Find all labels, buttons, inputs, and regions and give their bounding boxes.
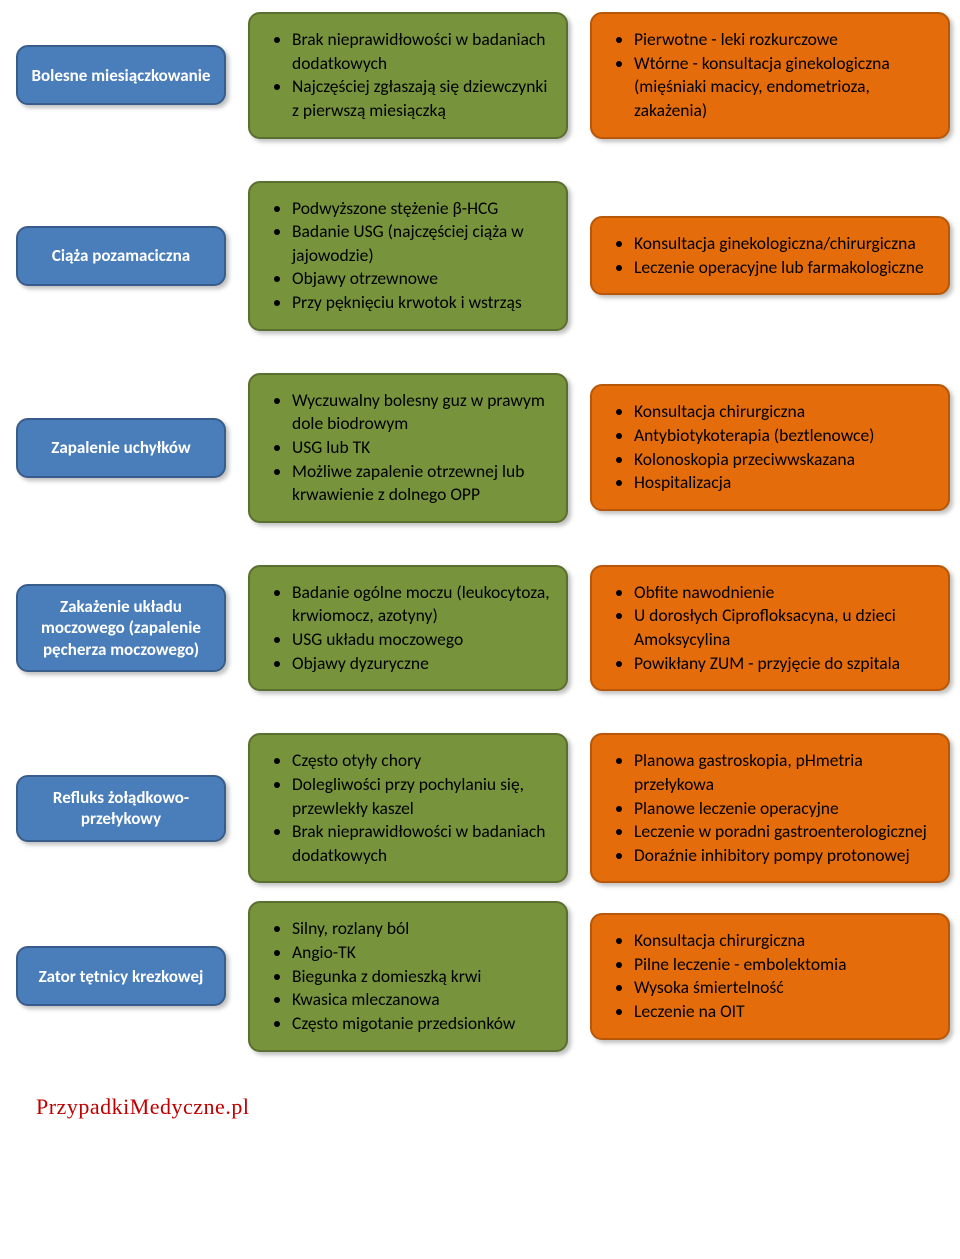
condition-title-box: Zator tętnicy krezkowej [16,946,226,1006]
list-item: Planowe leczenie operacyjne [634,797,934,821]
list-item: Najczęściej zgłaszają się dziewczynki z … [292,75,552,122]
list-item: USG układu moczowego [292,628,552,652]
treatment-box: Obfite nawodnienieU dorosłych Ciprofloks… [590,565,950,692]
list-item: Brak nieprawidłowości w badaniach dodatk… [292,820,552,867]
condition-title: Bolesne miesiączkowanie [31,65,210,86]
condition-title: Ciąża pozamaciczna [52,245,190,266]
diagnostics-list: Często otyły choryDolegliwości przy poch… [264,749,552,867]
list-item: Konsultacja chirurgiczna [634,929,934,953]
list-item: Doraźnie inhibitory pompy protonowej [634,844,934,868]
diagnostics-list: Brak nieprawidłowości w badaniach dodatk… [264,28,552,123]
diagnostics-list: Podwyższone stężenie β-HCGBadanie USG (n… [264,197,552,315]
diagnostics-box: Podwyższone stężenie β-HCGBadanie USG (n… [248,181,568,331]
list-item: Konsultacja ginekologiczna/chirurgiczna [634,232,934,256]
list-item: U dorosłych Ciprofloksacyna, u dzieci Am… [634,604,934,651]
diagnostics-box: Brak nieprawidłowości w badaniach dodatk… [248,12,568,139]
treatment-list: Konsultacja chirurgicznaAntybiotykoterap… [606,400,934,495]
condition-title: Zapalenie uchyłków [51,437,190,458]
list-item: Obfite nawodnienie [634,581,934,605]
condition-title-box: Zapalenie uchyłków [16,418,226,478]
condition-title-box: Zakażenie układu moczowego (zapalenie pę… [16,584,226,672]
list-item: USG lub TK [292,436,552,460]
list-item: Hospitalizacja [634,471,934,495]
list-item: Silny, rozlany ból [292,917,552,941]
list-item: Kwasica mleczanowa [292,988,552,1012]
treatment-list: Konsultacja chirurgicznaPilne leczenie -… [606,929,934,1024]
list-item: Objawy otrzewnowe [292,267,552,291]
diagnostics-list: Badanie ogólne moczu (leukocytoza, krwio… [264,581,552,676]
list-item: Wyczuwalny bolesny guz w prawym dole bio… [292,389,552,436]
list-item: Leczenie w poradni gastroenterologicznej [634,820,934,844]
list-item: Antybiotykoterapia (beztlenowce) [634,424,934,448]
diagram-row: Zapalenie uchyłków Wyczuwalny bolesny guz… [16,373,944,523]
diagnostics-box: Silny, rozlany bólAngio-TKBiegunka z dom… [248,901,568,1051]
list-item: Dolegliwości przy pochylaniu się, przewl… [292,773,552,820]
list-item: Biegunka z domieszką krwi [292,965,552,989]
list-item: Planowa gastroskopia, pHmetria przełykow… [634,749,934,796]
list-item: Pilne leczenie - embolektomia [634,953,934,977]
list-item: Konsultacja chirurgiczna [634,400,934,424]
diagram-row: Refluks żołądkowo-przełykowy Często otyły… [16,733,944,883]
list-item: Brak nieprawidłowości w badaniach dodatk… [292,28,552,75]
treatment-box: Pierwotne - leki rozkurczoweWtórne - kon… [590,12,950,139]
diagnostics-list: Wyczuwalny bolesny guz w prawym dole bio… [264,389,552,507]
list-item: Przy pęknięciu krwotok i wstrząs [292,291,552,315]
list-item: Możliwe zapalenie otrzewnej lub krwawien… [292,460,552,507]
treatment-list: Obfite nawodnienieU dorosłych Ciprofloks… [606,581,934,676]
diagram-row: Zakażenie układu moczowego (zapalenie pę… [16,565,944,692]
list-item: Badanie USG (najczęściej ciąża w jajowod… [292,220,552,267]
list-item: Powikłany ZUM - przyjęcie do szpitala [634,652,934,676]
list-item: Badanie ogólne moczu (leukocytoza, krwio… [292,581,552,628]
diagnostics-box: Wyczuwalny bolesny guz w prawym dole bio… [248,373,568,523]
list-item: Pierwotne - leki rozkurczowe [634,28,934,52]
treatment-list: Konsultacja ginekologiczna/chirurgicznaL… [606,232,934,279]
condition-title-box: Bolesne miesiączkowanie [16,45,226,105]
list-item: Wysoka śmiertelność [634,976,934,1000]
condition-title-box: Ciąża pozamaciczna [16,226,226,286]
diagnostics-box: Często otyły choryDolegliwości przy poch… [248,733,568,883]
list-item: Często otyły chory [292,749,552,773]
diagram-row: Bolesne miesiączkowanie Brak nieprawidłow… [16,12,944,139]
diagnostics-box: Badanie ogólne moczu (leukocytoza, krwio… [248,565,568,692]
condition-title: Zakażenie układu moczowego (zapalenie pę… [28,596,214,660]
treatment-box: Konsultacja chirurgicznaPilne leczenie -… [590,913,950,1040]
diagram-row: Zator tętnicy krezkowej Silny, rozlany bó… [16,901,944,1051]
treatment-list: Pierwotne - leki rozkurczoweWtórne - kon… [606,28,934,123]
list-item: Leczenie operacyjne lub farmakologiczne [634,256,934,280]
treatment-list: Planowa gastroskopia, pHmetria przełykow… [606,749,934,867]
list-item: Wtórne - konsultacja ginekologiczna (mię… [634,52,934,123]
list-item: Angio-TK [292,941,552,965]
condition-title: Zator tętnicy krezkowej [39,966,204,987]
list-item: Podwyższone stężenie β-HCG [292,197,552,221]
list-item: Kolonoskopia przeciwwskazana [634,448,934,472]
diagram-rows: Bolesne miesiączkowanie Brak nieprawidłow… [16,12,944,1052]
treatment-box: Konsultacja chirurgicznaAntybiotykoterap… [590,384,950,511]
treatment-box: Konsultacja ginekologiczna/chirurgicznaL… [590,216,950,295]
footer-credit: PrzypadkiMedyczne.pl [36,1094,944,1120]
list-item: Leczenie na OIT [634,1000,934,1024]
condition-title-box: Refluks żołądkowo-przełykowy [16,775,226,842]
diagnostics-list: Silny, rozlany bólAngio-TKBiegunka z dom… [264,917,552,1035]
list-item: Często migotanie przedsionków [292,1012,552,1036]
diagram-row: Ciąża pozamaciczna Podwyższone stężenie β… [16,181,944,331]
condition-title: Refluks żołądkowo-przełykowy [28,787,214,830]
list-item: Objawy dyzuryczne [292,652,552,676]
treatment-box: Planowa gastroskopia, pHmetria przełykow… [590,733,950,883]
